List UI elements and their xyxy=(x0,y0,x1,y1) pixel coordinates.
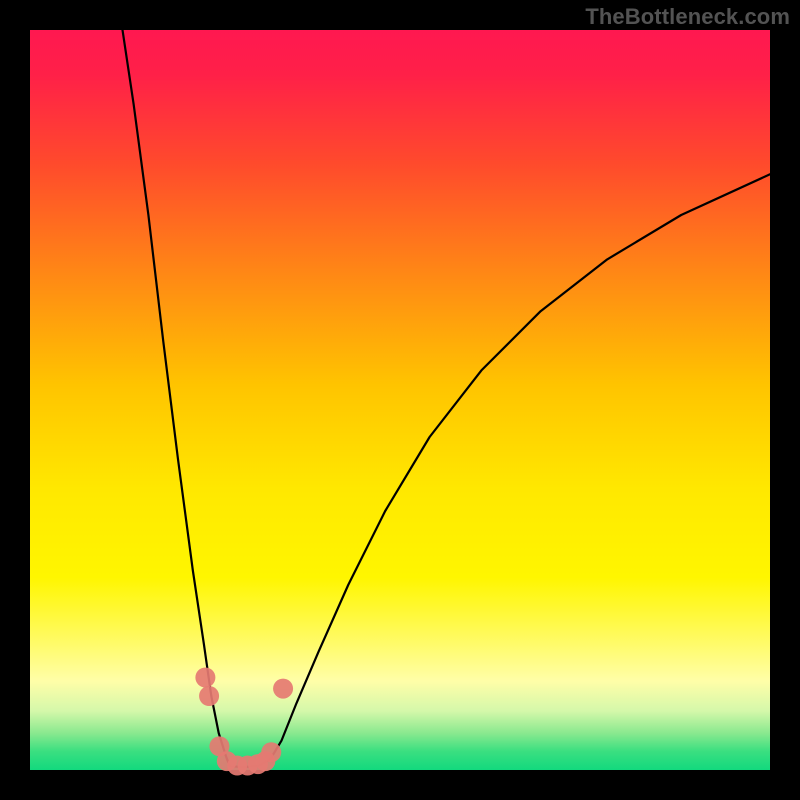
data-point xyxy=(273,679,293,699)
chart-svg xyxy=(0,0,800,800)
gradient-background xyxy=(30,30,770,770)
data-point xyxy=(199,686,219,706)
chart-container: TheBottleneck.com xyxy=(0,0,800,800)
watermark-text: TheBottleneck.com xyxy=(585,4,790,30)
data-point xyxy=(195,668,215,688)
data-point xyxy=(261,742,281,762)
